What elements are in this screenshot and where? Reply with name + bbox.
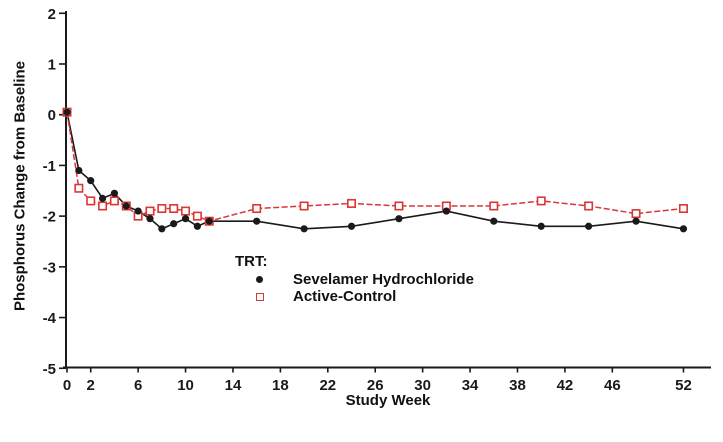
data-point-sevelamer xyxy=(395,215,403,223)
legend-marker-cell xyxy=(235,292,293,301)
data-point-sevelamer xyxy=(632,217,640,225)
x-axis-title: Study Week xyxy=(345,392,431,409)
data-point-sevelamer xyxy=(158,225,166,233)
data-point-active-control xyxy=(584,201,594,211)
y-tick-label: -3 xyxy=(43,259,56,276)
data-point-sevelamer xyxy=(63,108,71,116)
legend-title: TRT: xyxy=(235,253,268,270)
data-point-active-control xyxy=(678,204,688,214)
legend-label-sevelamer: Sevelamer Hydrochloride xyxy=(293,270,474,288)
data-point-sevelamer xyxy=(205,217,213,225)
data-point-active-control xyxy=(192,211,202,221)
x-tick-label: 22 xyxy=(319,377,336,394)
y-tick-label: 1 xyxy=(48,56,56,73)
y-tick-label: -4 xyxy=(43,310,57,327)
data-point-active-control xyxy=(489,201,499,211)
legend-label-active-control: Active-Control xyxy=(293,287,397,305)
x-tick-label: 18 xyxy=(272,377,289,394)
data-point-sevelamer xyxy=(253,217,261,225)
data-point-sevelamer xyxy=(442,207,450,215)
x-tick-label: 38 xyxy=(509,377,526,394)
data-point-sevelamer xyxy=(300,225,308,233)
x-tick-label: 42 xyxy=(557,377,574,394)
x-tick-label: 10 xyxy=(177,377,194,394)
x-tick-label: 52 xyxy=(675,377,692,394)
y-tick-label: -2 xyxy=(43,209,56,226)
data-point-active-control xyxy=(157,204,167,214)
data-point-sevelamer xyxy=(87,177,95,185)
y-tick-label: 2 xyxy=(48,6,56,23)
data-point-sevelamer xyxy=(347,222,356,230)
data-point-sevelamer xyxy=(170,220,178,228)
y-axis-title: Phosphorus Change from Baseline xyxy=(11,60,29,312)
data-point-sevelamer xyxy=(490,217,498,225)
y-tick-label: -1 xyxy=(43,158,56,175)
legend-marker-cell xyxy=(235,276,293,283)
data-point-active-control xyxy=(98,201,108,211)
x-tick-label: 6 xyxy=(134,377,142,394)
data-point-sevelamer xyxy=(98,194,107,202)
data-point-sevelamer xyxy=(122,202,130,210)
data-point-sevelamer xyxy=(193,222,202,230)
x-tick-label: 30 xyxy=(414,377,431,394)
data-point-active-control xyxy=(86,196,96,206)
filled-circle-marker-icon xyxy=(256,276,263,283)
data-point-sevelamer xyxy=(75,166,83,175)
data-point-active-control xyxy=(74,183,84,193)
legend-item-active-control: Active-Control xyxy=(235,288,474,305)
y-tick-label: -5 xyxy=(43,361,56,378)
data-point-active-control xyxy=(252,204,262,214)
data-point-sevelamer xyxy=(146,215,154,223)
data-point-active-control xyxy=(631,209,641,219)
x-tick-label: 2 xyxy=(87,377,95,394)
data-point-active-control xyxy=(145,206,155,216)
data-point-sevelamer xyxy=(181,215,190,223)
data-point-sevelamer xyxy=(134,207,142,215)
data-point-active-control xyxy=(347,198,357,208)
x-tick-label: 34 xyxy=(462,377,479,394)
x-tick-label: 46 xyxy=(604,377,621,394)
legend: TRT: Sevelamer Hydrochloride Active-Cont… xyxy=(235,254,474,305)
data-point-active-control xyxy=(394,201,404,211)
open-square-marker-icon xyxy=(256,292,264,301)
data-point-active-control xyxy=(181,206,191,216)
x-tick-label: 14 xyxy=(225,377,242,394)
data-point-active-control xyxy=(299,201,309,211)
legend-item-sevelamer: Sevelamer Hydrochloride xyxy=(235,271,474,288)
data-point-active-control xyxy=(169,204,179,214)
data-point-sevelamer xyxy=(110,189,119,197)
y-tick-label: 0 xyxy=(48,107,56,124)
data-point-active-control xyxy=(536,196,546,206)
data-point-sevelamer xyxy=(679,225,688,233)
data-point-sevelamer xyxy=(585,222,593,230)
data-point-sevelamer xyxy=(537,222,545,230)
data-point-active-control xyxy=(109,196,119,206)
x-tick-label: 0 xyxy=(63,377,71,394)
x-tick-label: 26 xyxy=(367,377,384,394)
